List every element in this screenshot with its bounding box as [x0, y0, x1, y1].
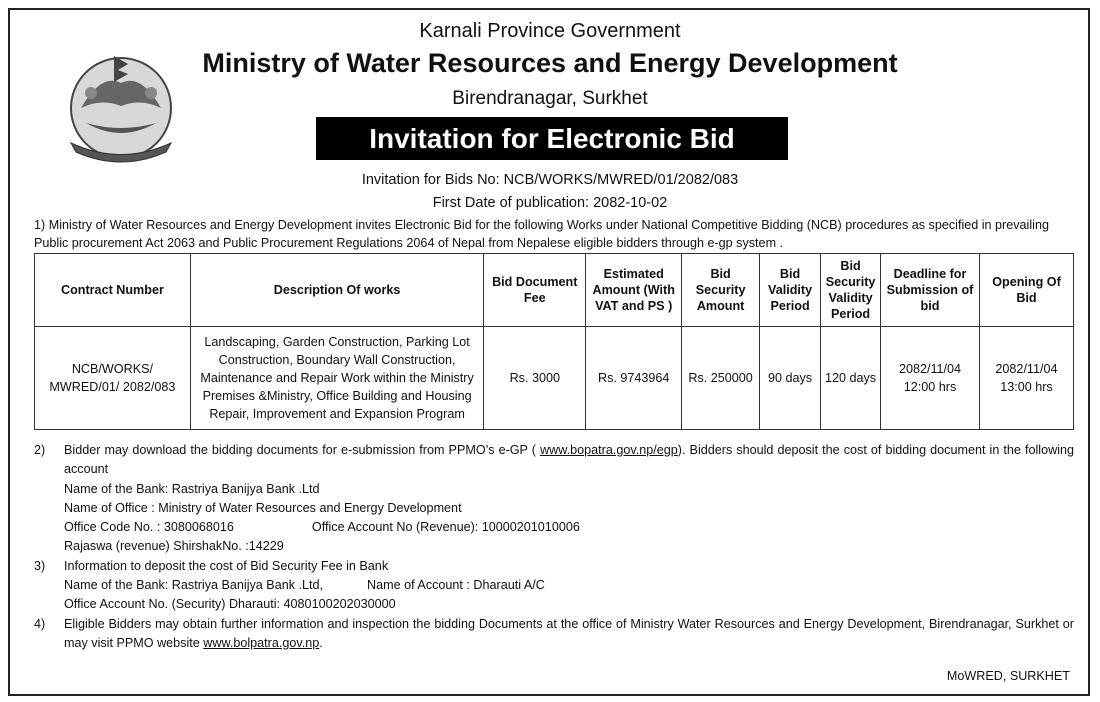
ppmo-link[interactable]: www.bolpatra.gov.np	[203, 635, 320, 650]
ministry-name: Ministry of Water Resources and Energy D…	[202, 48, 898, 78]
note-text: Information to deposit the cost of Bid S…	[64, 558, 389, 573]
col-estimated-amount: Estimated Amount (With VAT and PS )	[585, 253, 683, 327]
table-row: NCB/WORKS/ MWRED/01/ 2082/083 Landscapin…	[34, 326, 1075, 430]
col-description: Description Of works	[189, 253, 485, 327]
note-4-text-a: Eligible Bidders may obtain further info…	[64, 616, 1074, 650]
col-security-validity: Bid Security Validity Period	[820, 253, 882, 327]
table-header-row: Contract Number Description Of works Bid…	[34, 253, 1075, 327]
rajaswa-shirshak: Rajaswa (revenue) ShirshakNo. :14229	[64, 539, 284, 554]
note-4-text-b: .	[319, 635, 323, 650]
note-text: Bidder may download the bidding document…	[64, 441, 1074, 480]
note-2: 2) Bidder may download the bidding docum…	[34, 441, 1074, 480]
col-doc-fee: Bid Document Fee	[483, 253, 587, 327]
security-account-name: Name of Account : Dharauti A/C	[367, 578, 545, 593]
cell-doc-fee: Rs. 3000	[483, 326, 587, 430]
security-bank-line: Name of the Bank: Rastriya Banijya Bank …	[34, 576, 1074, 595]
col-opening: Opening Of Bid	[978, 253, 1075, 327]
cell-estimated-amount: Rs. 9743964	[585, 326, 683, 430]
office-name: Name of Office : Ministry of Water Resou…	[64, 500, 462, 515]
cell-security-amount: Rs. 250000	[681, 326, 761, 430]
publication-date: First Date of publication: 2082-10-02	[432, 195, 668, 211]
col-validity-period: Bid Validity Period	[759, 253, 822, 327]
note-4: 4) Eligible Bidders may obtain further i…	[34, 615, 1074, 654]
col-security-amount: Bid Security Amount	[681, 253, 761, 327]
office-code: Office Code No. : 3080068016	[64, 520, 234, 535]
note-2-text-b: ). Bidders should deposit the cost of bi…	[64, 443, 1075, 477]
cell-description: Landscaping, Garden Construction, Parkin…	[189, 326, 485, 430]
note-text: Eligible Bidders may obtain further info…	[64, 615, 1074, 654]
office-code-line: Office Code No. : 3080068016 Office Accou…	[34, 518, 1074, 537]
intro-paragraph: 1) Ministry of Water Resources and Energ…	[34, 218, 1049, 250]
col-deadline: Deadline for Submission of bid	[880, 253, 980, 327]
bid-table: Contract Number Description Of works Bid…	[34, 253, 1075, 430]
revenue-account: Office Account No (Revenue): 10000201010…	[311, 520, 580, 535]
note-number: 4)	[34, 616, 46, 631]
office-location: Birendranagar, Surkhet	[452, 88, 648, 109]
government-name: Karnali Province Government	[419, 20, 681, 42]
egp-link[interactable]: www.bopatra.gov.np/egp	[540, 443, 678, 457]
notes-section: 2) Bidder may download the bidding docum…	[34, 441, 1074, 653]
col-contract-number: Contract Number	[34, 253, 191, 327]
security-account-no: Office Account No. (Security) Dharauti: …	[64, 597, 396, 612]
security-bank-name: Name of the Bank: Rastriya Banijya Bank …	[64, 578, 324, 593]
signature: MoWRED, SURKHET	[946, 669, 1070, 683]
note-2-text-a: Bidder may download the bidding document…	[64, 443, 541, 457]
cell-validity-period: 90 days	[759, 326, 822, 430]
cell-security-validity: 120 days	[820, 326, 882, 430]
bid-number: Invitation for Bids No: NCB/WORKS/MWRED/…	[361, 172, 739, 188]
cell-deadline: 2082/11/04 12:00 hrs	[880, 326, 980, 430]
note-number: 2)	[34, 443, 46, 457]
notice-frame	[8, 8, 1090, 696]
bank-name: Name of the Bank: Rastriya Banijya Bank …	[64, 481, 320, 496]
cell-opening: 2082/11/04 13:00 hrs	[978, 326, 1075, 430]
note-3: 3) Information to deposit the cost of Bi…	[34, 557, 1074, 576]
nepal-emblem-icon	[69, 56, 173, 163]
notice-title: Invitation for Electronic Bid	[316, 117, 788, 160]
note-number: 3)	[34, 558, 46, 573]
cell-contract-number: NCB/WORKS/ MWRED/01/ 2082/083	[34, 326, 191, 430]
